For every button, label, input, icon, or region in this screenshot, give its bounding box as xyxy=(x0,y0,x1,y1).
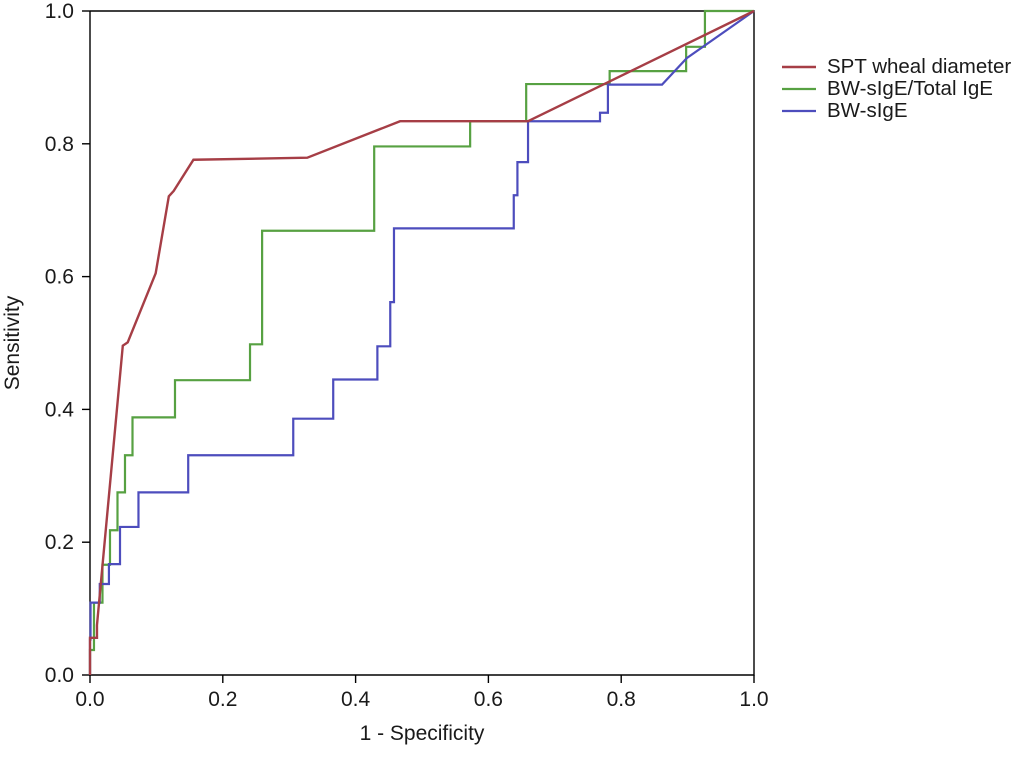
svg-text:0.2: 0.2 xyxy=(208,688,237,711)
svg-text:BW-sIgE: BW-sIgE xyxy=(827,99,908,122)
svg-text:0.8: 0.8 xyxy=(45,133,74,156)
svg-text:0.0: 0.0 xyxy=(75,688,104,711)
svg-text:0.2: 0.2 xyxy=(45,531,74,554)
svg-text:0.6: 0.6 xyxy=(45,266,74,289)
svg-text:0.0: 0.0 xyxy=(45,664,74,687)
svg-text:BW-sIgE/Total IgE: BW-sIgE/Total IgE xyxy=(827,77,993,100)
svg-text:0.4: 0.4 xyxy=(341,688,371,711)
svg-text:SPT wheal diameter: SPT wheal diameter xyxy=(827,55,1011,78)
svg-text:1.0: 1.0 xyxy=(45,0,74,23)
svg-text:0.4: 0.4 xyxy=(45,398,75,421)
svg-text:Sensitivity: Sensitivity xyxy=(1,295,24,390)
svg-text:0.6: 0.6 xyxy=(474,688,503,711)
svg-text:1.0: 1.0 xyxy=(739,688,768,711)
svg-text:1 - Specificity: 1 - Specificity xyxy=(360,722,485,745)
svg-text:0.8: 0.8 xyxy=(607,688,636,711)
